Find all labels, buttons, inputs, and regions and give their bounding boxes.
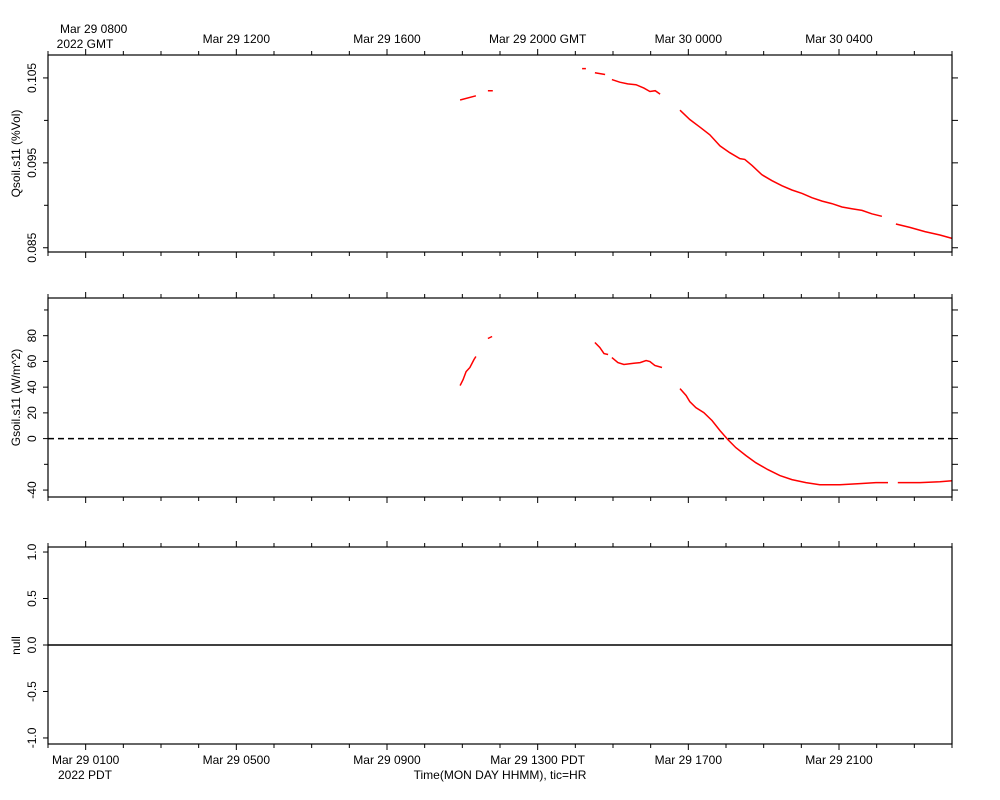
y-tick-label: 0.095 xyxy=(25,148,39,178)
y-tick-label: -0.5 xyxy=(25,681,39,702)
data-line xyxy=(459,335,953,486)
x-tick-label: Mar 29 0900 xyxy=(353,753,421,767)
x-tick-label: Mar 29 0500 xyxy=(203,753,271,767)
plot-frame xyxy=(47,546,953,745)
y-tick-label: -1.0 xyxy=(25,727,39,748)
x2-tick-label: Mar 29 0800 xyxy=(60,22,128,36)
y-tick-label: 0 xyxy=(25,435,39,442)
x-tick-label: Mar 29 1700 xyxy=(655,753,723,767)
x-tick-label: Mar 29 0100 xyxy=(52,753,120,767)
plot-frame xyxy=(47,297,953,498)
x-axis-label: Time(MON DAY HHMM), tic=HR xyxy=(414,768,587,782)
x2-tick-label: Mar 29 1200 xyxy=(203,32,271,46)
plot-frame xyxy=(47,54,953,253)
x2-tick-label: Mar 29 2000 GMT xyxy=(489,32,587,46)
y-tick-label: 60 xyxy=(25,354,39,368)
y-tick-label: 0.105 xyxy=(25,63,39,93)
gmt-year-label: 2022 GMT xyxy=(57,37,114,51)
y-axis-label: null xyxy=(9,636,23,655)
y-tick-label: 20 xyxy=(25,406,39,420)
x2-tick-label: Mar 30 0400 xyxy=(805,32,873,46)
x2-tick-label: Mar 30 0000 xyxy=(655,32,723,46)
pdt-year-label: 2022 PDT xyxy=(58,768,113,782)
y-tick-label: -40 xyxy=(25,481,39,499)
y-tick-label: 0.0 xyxy=(25,636,39,653)
x-tick-label: Mar 29 2100 xyxy=(805,753,873,767)
y-axis-label: Qsoil.s11 (%Vol) xyxy=(9,110,23,198)
y-tick-label: 40 xyxy=(25,380,39,394)
y-tick-label: 1.0 xyxy=(25,543,39,560)
data-line xyxy=(459,67,953,240)
y-tick-label: 0.085 xyxy=(25,232,39,262)
x-tick-label: Mar 29 1300 PDT xyxy=(490,753,585,767)
y-axis-label: Gsoil.s11 (W/m^2) xyxy=(9,349,23,446)
y-tick-label: 80 xyxy=(25,329,39,343)
x2-tick-label: Mar 29 1600 xyxy=(353,32,421,46)
y-tick-label: 0.5 xyxy=(25,590,39,607)
